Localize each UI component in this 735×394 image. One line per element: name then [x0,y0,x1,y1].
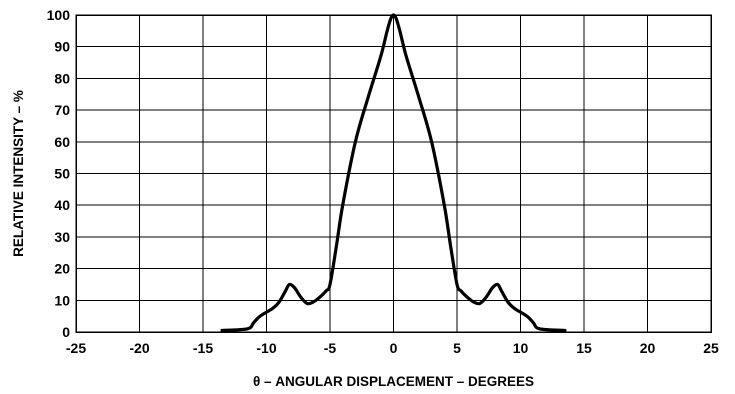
y-tick-label: 0 [62,324,70,340]
x-tick-label: 20 [640,340,656,356]
y-tick-label: 10 [54,292,70,308]
x-tick-label: -20 [129,340,149,356]
y-tick-label: 70 [54,102,70,118]
y-tick-label: 90 [54,39,70,55]
y-tick-label: 60 [54,134,70,150]
x-tick-label: 25 [703,340,719,356]
y-tick-label: 50 [54,166,70,182]
x-tick-label: -10 [256,340,276,356]
y-tick-label: 40 [54,197,70,213]
x-tick-label: -25 [66,340,86,356]
x-tick-label: -15 [193,340,213,356]
y-tick-label: 100 [47,7,71,23]
intensity-curve [220,13,567,333]
grid-lines [75,14,712,333]
y-tick-label: 80 [54,70,70,86]
x-tick-label: 10 [513,340,529,356]
x-tick-label: -5 [324,340,337,356]
y-axis-title: RELATIVE INTENSITY – % [11,90,26,257]
x-tick-label: 15 [576,340,592,356]
y-tick-label: 30 [54,229,70,245]
x-axis-title: θ – ANGULAR DISPLACEMENT – DEGREES [253,374,534,389]
x-tick-label: 0 [390,340,398,356]
x-tick-label: 5 [453,340,461,356]
y-tick-label: 20 [54,261,70,277]
x-tick-labels: -25 -20 -15 -10 -5 0 5 10 15 20 25 [66,340,719,356]
y-tick-labels: 0 10 20 30 40 50 60 70 80 90 100 [47,7,71,340]
